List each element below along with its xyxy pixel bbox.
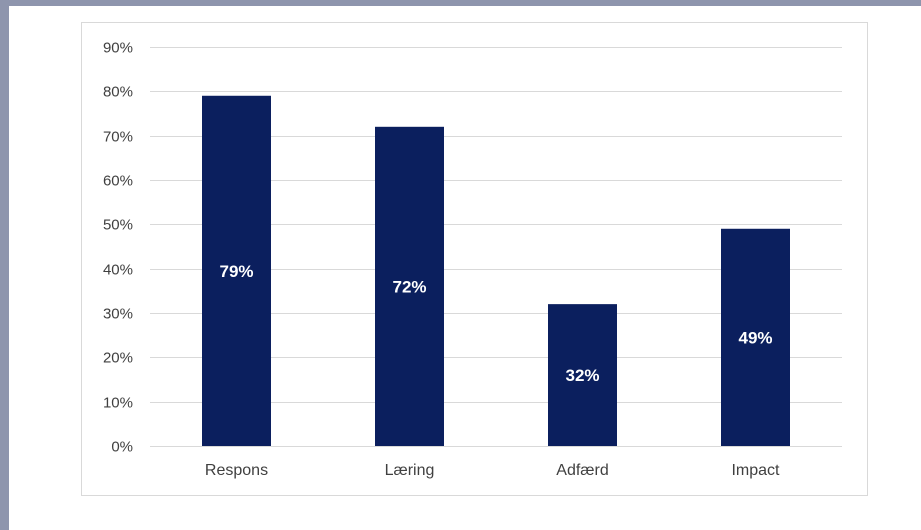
y-tick-label: 50% — [103, 217, 133, 234]
y-tick-label: 60% — [103, 173, 133, 190]
x-axis-ticks: Respons Læring Adfærd Impact — [205, 462, 780, 479]
x-tick-label: Læring — [385, 462, 435, 479]
y-tick-label: 0% — [111, 439, 133, 456]
x-tick-label: Adfærd — [556, 462, 608, 479]
bar-chart: 0% 10% 20% 30% 40% 50% 60% 70% 80% 90% 79% 72% 32% 4… — [103, 40, 842, 479]
y-tick-label: 90% — [103, 40, 133, 57]
chart-area: 0% 10% 20% 30% 40% 50% 60% 70% 80% 90% 79% 72% 32% 4… — [81, 22, 868, 496]
y-tick-label: 10% — [103, 395, 133, 412]
y-tick-label: 20% — [103, 350, 133, 367]
bar-læring — [375, 126, 444, 447]
y-tick-label: 40% — [103, 262, 133, 279]
slide-background: 0% 10% 20% 30% 40% 50% 60% 70% 80% 90% 79% 72% 32% 4… — [9, 6, 921, 530]
x-tick-label: Impact — [731, 462, 780, 479]
bar-adfærd — [548, 304, 617, 446]
y-tick-label: 30% — [103, 306, 133, 323]
x-tick-label: Respons — [205, 462, 268, 479]
data-labels: 79% 72% 32% 49% — [219, 262, 772, 385]
bars — [202, 95, 790, 447]
bar-respons — [202, 95, 271, 447]
y-tick-label: 80% — [103, 84, 133, 101]
data-label: 79% — [219, 262, 253, 281]
y-tick-label: 70% — [103, 129, 133, 146]
data-label: 49% — [738, 328, 772, 347]
data-label: 32% — [565, 366, 599, 385]
y-axis-ticks: 0% 10% 20% 30% 40% 50% 60% 70% 80% 90% — [103, 40, 133, 456]
bar-impact — [721, 228, 790, 446]
data-label: 72% — [392, 277, 426, 296]
